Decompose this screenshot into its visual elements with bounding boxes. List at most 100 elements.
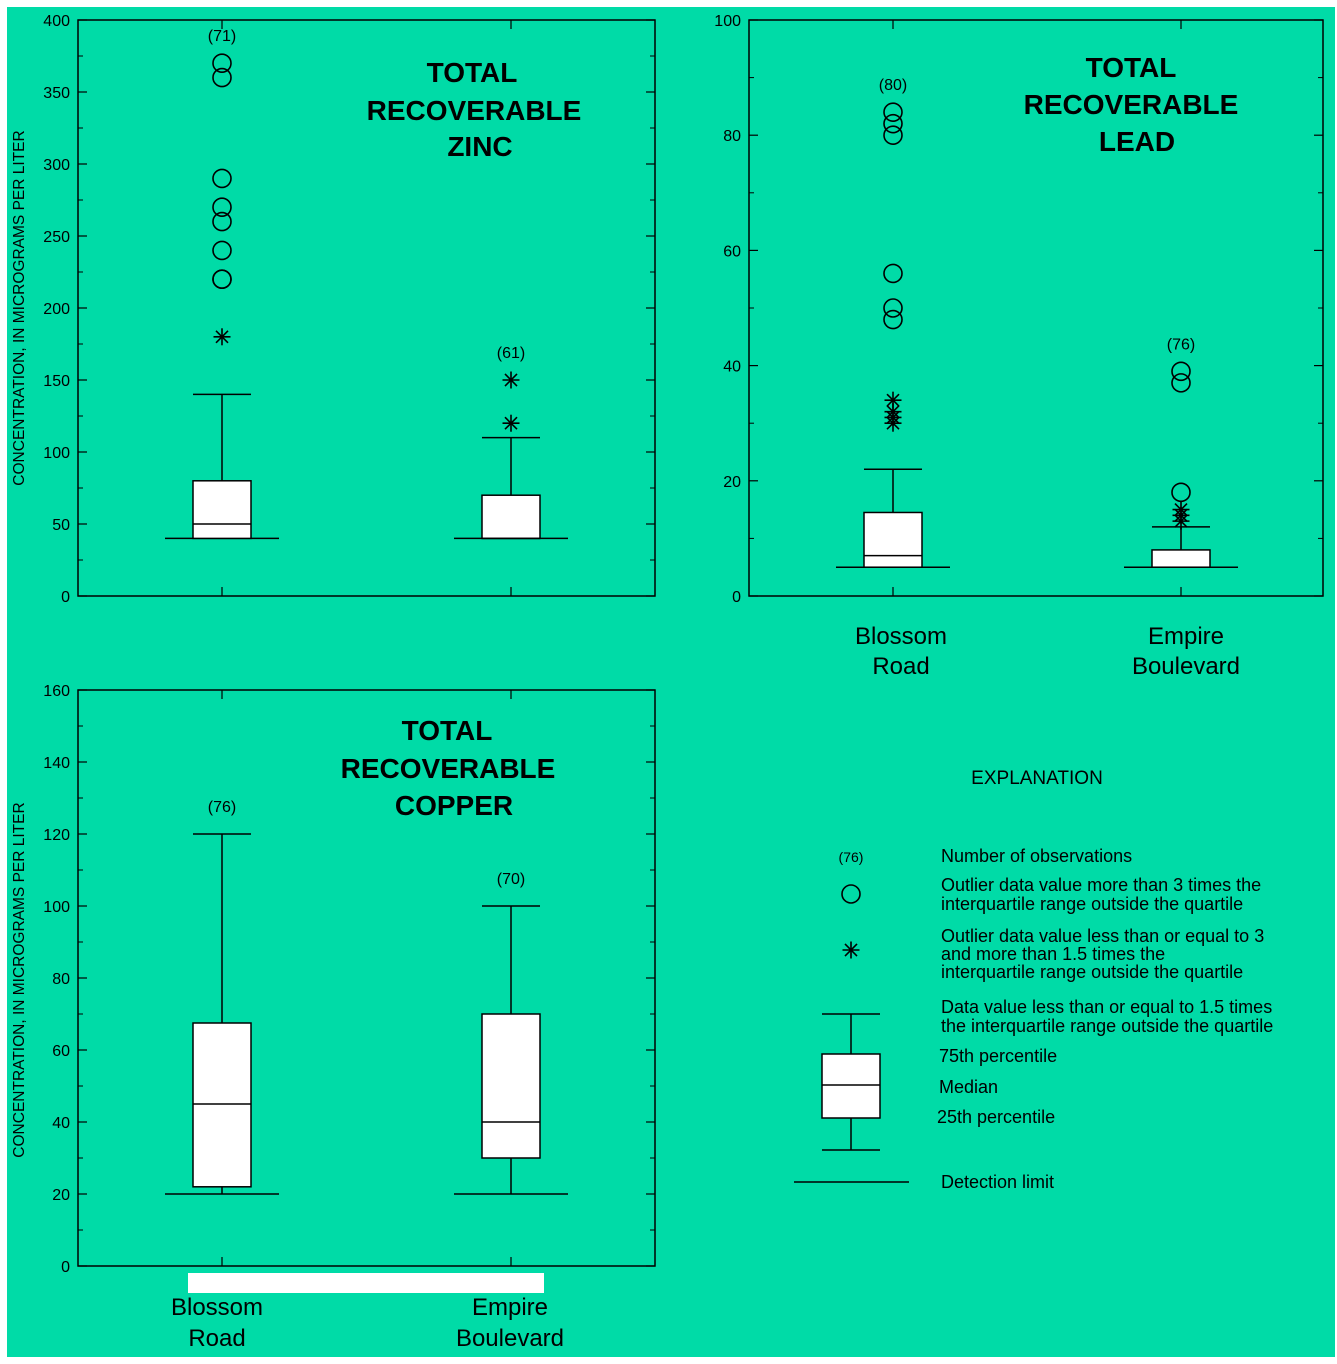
- box-0: (76): [165, 799, 279, 1195]
- far-outlier-point: [883, 309, 903, 330]
- box-1: (70): [454, 871, 568, 1195]
- far-outlier-point: [1171, 361, 1191, 382]
- legend-far-outlier-line-2: interquartile range outside the quartile: [941, 894, 1243, 914]
- legend-n-label: (76): [839, 849, 864, 865]
- far-outlier-point: [212, 211, 232, 232]
- far-outlier-point: [212, 67, 232, 88]
- chart-title-line: LEAD: [1099, 126, 1175, 157]
- far-outlier-point: [1171, 373, 1191, 393]
- legend-near-outlier-line-2: and more than 1.5 times the: [941, 944, 1165, 964]
- iqr-box: [192, 1022, 252, 1188]
- iqr-box: [481, 494, 541, 540]
- chart-title-line: COPPER: [395, 790, 513, 821]
- chart-title-line: RECOVERABLE: [367, 95, 582, 126]
- far-outlier-point: [1171, 482, 1191, 503]
- legend-star-mark-stroke: [844, 943, 858, 957]
- category-label-line: Boulevard: [456, 1325, 564, 1352]
- chart-title-line: ZINC: [447, 131, 512, 162]
- observation-count: (80): [879, 77, 907, 94]
- legend-p75: 75th percentile: [939, 1046, 1057, 1066]
- observation-count: (61): [497, 345, 525, 362]
- legend-near-outlier-line-1: Outlier data value less than or equal to…: [941, 926, 1264, 946]
- y-tick-label: 100: [43, 899, 70, 916]
- iqr-box: [1151, 549, 1211, 568]
- near-outlier-point: [1172, 501, 1190, 519]
- far-outlier-point: [883, 263, 903, 284]
- legend-far-outlier-line-1: Outlier data value more than 3 times the: [941, 875, 1261, 895]
- y-tick-label: 0: [61, 1259, 70, 1276]
- explanation-title: EXPLANATION: [971, 768, 1103, 789]
- far-outlier-point: [883, 102, 903, 122]
- near-outlier-point: [502, 371, 520, 389]
- legend-observations: Number of observations: [941, 846, 1132, 866]
- far-outlier-point: [883, 113, 903, 134]
- near-outlier-point-stroke: [886, 405, 900, 419]
- far-outlier-point: [212, 240, 232, 261]
- chart-1: 0 20 40 60 80 100 TOTAL RECOVERABLE LEAD (80) (76)…: [714, 13, 1324, 680]
- y-tick-label: 80: [723, 128, 741, 145]
- near-outlier-point: [884, 391, 902, 409]
- y-tick-label: 100: [43, 445, 70, 462]
- near-outlier-point-stroke: [504, 373, 518, 387]
- box-0: (71): [165, 28, 279, 540]
- legend-whisker-line-2: the interquartile range outside the quar…: [941, 1016, 1273, 1036]
- legend-p25: 25th percentile: [937, 1107, 1055, 1127]
- legend-median: Median: [939, 1077, 998, 1097]
- chart-title-line: TOTAL: [427, 57, 518, 88]
- far-outlier-point: [212, 168, 232, 189]
- box-1: (61): [454, 345, 568, 540]
- near-outlier-point: [213, 328, 231, 346]
- y-tick-label: 40: [52, 1115, 70, 1132]
- far-outlier-point: [212, 53, 232, 74]
- y-tick-label: 200: [43, 301, 70, 318]
- observation-count: (76): [1167, 336, 1195, 353]
- box-0: (80): [836, 77, 950, 568]
- chart-title-line: TOTAL: [1086, 52, 1177, 83]
- legend-detection: Detection limit: [941, 1172, 1054, 1192]
- observation-count: (71): [208, 28, 236, 45]
- y-tick-label: 160: [43, 683, 70, 700]
- category-label-line: Blossom: [171, 1294, 263, 1321]
- legend-near-outlier-line-3: interquartile range outside the quartile: [941, 962, 1243, 982]
- iqr-box: [192, 480, 252, 540]
- near-outlier-point-stroke: [1174, 503, 1188, 517]
- far-outlier-point: [212, 197, 232, 217]
- category-label-line: Boulevard: [1132, 653, 1240, 680]
- y-tick-label: 80: [52, 971, 70, 988]
- far-outlier-point: [883, 298, 903, 318]
- y-tick-label: 140: [43, 755, 70, 772]
- near-outlier-point-stroke: [886, 393, 900, 407]
- chart-0: 0 50 100 150 200 250 300 350 400 CONCENTRATION, I…: [11, 13, 656, 606]
- box-1: (76): [1124, 336, 1238, 568]
- white-bar: [188, 1273, 544, 1293]
- far-outlier-point: [883, 125, 903, 145]
- y-tick-label: 40: [723, 359, 741, 376]
- observation-count: (70): [497, 871, 525, 888]
- y-tick-label: 100: [714, 13, 741, 30]
- explanation-legend: EXPLANATION (76) Number of observations …: [794, 768, 1273, 1192]
- observation-count: (76): [208, 799, 236, 816]
- y-axis-label: CONCENTRATION, IN MICROGRAMS PER LITER: [11, 802, 28, 1157]
- y-tick-label: 120: [43, 827, 70, 844]
- y-tick-label: 60: [723, 243, 741, 260]
- near-outlier-point-stroke: [215, 330, 229, 344]
- category-label-line: Empire: [472, 1294, 548, 1321]
- far-outlier-point: [212, 269, 232, 290]
- y-tick-label: 50: [52, 517, 70, 534]
- y-tick-label: 0: [61, 589, 70, 606]
- chart-title-line: RECOVERABLE: [1024, 89, 1239, 120]
- y-axis-label: CONCENTRATION, IN MICROGRAMS PER LITER: [11, 130, 28, 485]
- near-outlier-point-stroke: [504, 416, 518, 430]
- legend-star-mark: [842, 941, 860, 959]
- y-tick-label: 300: [43, 157, 70, 174]
- iqr-box: [481, 1013, 541, 1159]
- category-label-line: Road: [188, 1325, 245, 1352]
- chart-title-line: RECOVERABLE: [341, 753, 556, 784]
- y-tick-label: 0: [732, 589, 741, 606]
- chart-2: 0 20 40 60 80 100 120 140 160 CONCENTRATION, IN M…: [11, 683, 656, 1352]
- category-label-line: Blossom: [855, 623, 947, 650]
- y-tick-label: 350: [43, 85, 70, 102]
